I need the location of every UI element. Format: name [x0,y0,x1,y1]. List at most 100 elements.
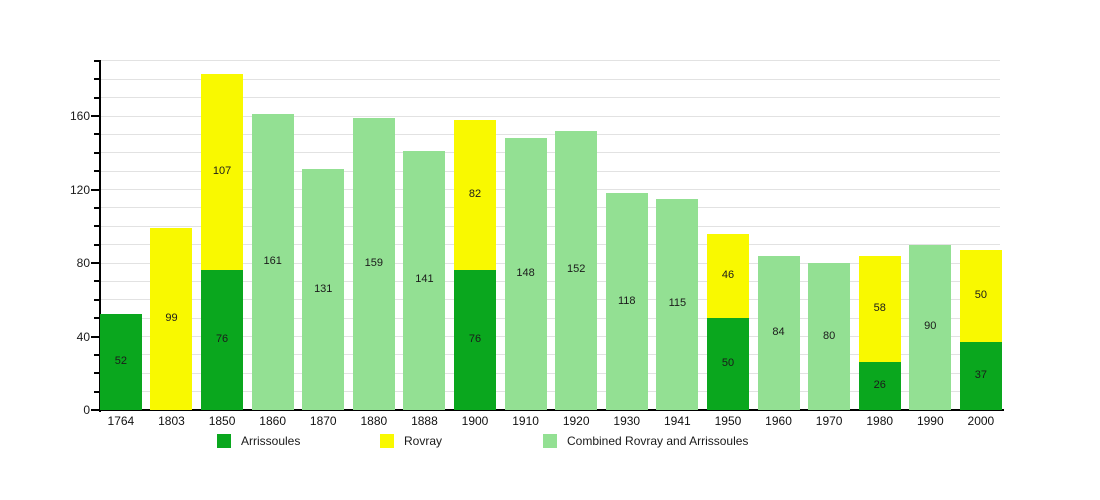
bar-value-label: 90 [924,320,937,333]
x-axis-label-1930: 1930 [613,414,641,428]
gridline [100,189,1000,190]
bar-segment-rovray-1980: 58 [858,255,901,363]
bar-value-label: 46 [721,268,735,281]
bar-segment-combined-1960: 84 [757,255,800,410]
x-axis-label-1950: 1950 [714,414,742,428]
bar-value-label: 115 [668,297,687,310]
y-axis-tick [94,280,99,283]
y-axis-tick-label: 80 [76,256,90,270]
y-axis-tick [94,317,99,320]
gridline [100,280,1000,282]
legend-swatch-arrissoules [217,434,231,448]
gridline [100,207,1000,209]
gridline [100,262,1000,264]
y-axis-tick-label: 120 [69,182,90,197]
bar-value-label: 159 [364,256,383,269]
gridline [100,115,1000,117]
gridline [100,244,1000,246]
bar-segment-rovray-1850: 107 [201,73,244,271]
bar-value-label: 82 [468,188,482,200]
legend-label: Rovray [404,434,443,448]
x-axis-line [98,409,1004,411]
bar-segment-combined-1888: 141 [403,150,446,410]
y-axis-tick [94,133,99,136]
x-axis-label-1803: 1803 [158,414,185,428]
y-axis-tick [94,243,99,246]
x-axis-label-1970: 1970 [815,414,843,428]
bar-segment-combined-1910: 148 [504,138,547,410]
bar-value-label: 107 [212,165,232,178]
bar-segment-combined-1860: 161 [251,114,294,410]
bar-segment-combined-1870: 131 [302,169,345,410]
bar-value-label: 148 [516,267,535,280]
gridline [100,354,1000,356]
gridline [100,391,1000,393]
y-axis-tick [94,151,99,154]
y-axis-tick [94,59,99,62]
legend-item-arrissoules: Arrissoules [217,434,537,448]
x-axis-label-1850: 1850 [208,414,236,428]
gridline [100,152,1000,154]
bar-segment-arrissoules-1950: 50 [706,318,749,410]
bar-segment-rovray-2000: 50 [959,250,1002,342]
y-axis-tick [91,262,99,264]
legend-label: Arrissoules [241,434,301,448]
bar-value-label: 58 [873,301,886,314]
gridline [100,317,1000,319]
x-axis-label-2000: 2000 [967,414,995,428]
y-axis-tick [91,188,99,191]
bar-value-label: 118 [617,294,636,307]
bar-segment-arrissoules-1980: 26 [858,362,901,410]
legend-item-rovray: Rovray [380,434,700,448]
bar-value-label: 141 [415,273,434,286]
gridline [100,133,1000,135]
gridline [100,97,1000,99]
x-axis-label-1990: 1990 [916,414,944,428]
y-axis-tick [94,372,99,375]
x-axis-label-1960: 1960 [765,414,792,428]
y-axis-line [99,60,101,412]
gridline [100,78,1000,80]
y-axis-tick [94,298,99,301]
legend-label: Combined Rovray and Arrissoules [567,434,749,448]
x-axis-label-1941: 1941 [664,414,691,428]
bar-segment-combined-1920: 152 [555,130,598,410]
bar-segment-arrissoules-2000: 37 [959,342,1002,410]
bar-value-label: 76 [468,333,482,346]
bar-segment-rovray-1803: 99 [150,228,193,410]
bar-value-label: 80 [823,329,836,342]
x-axis-label-1888: 1888 [411,414,438,428]
gridline [100,225,1000,227]
y-axis-tick [94,206,99,209]
bar-segment-combined-1930: 118 [605,193,648,410]
y-axis-tick-label: 160 [69,109,90,123]
bar-value-label: 131 [314,282,333,295]
y-axis-tick [94,170,99,173]
y-axis-tick-label: 40 [76,329,90,344]
legend-item-combined: Combined Rovray and Arrissoules [543,434,863,448]
bar-segment-rovray-1900: 82 [454,119,497,271]
gridline [100,336,1000,337]
legend-swatch-combined [543,434,557,448]
bar-segment-combined-1970: 80 [808,263,851,410]
bar-segment-arrissoules-1850: 76 [201,270,244,410]
y-axis-tick [94,78,99,81]
legend-swatch-rovray [380,434,394,448]
bar-value-label: 152 [567,263,586,276]
x-axis-label-1920: 1920 [562,414,590,428]
bar-segment-arrissoules-1900: 76 [454,270,497,410]
x-axis-label-1980: 1980 [866,414,894,428]
bar-segment-combined-1941: 115 [656,198,699,410]
bar-value-label: 84 [772,325,785,338]
bar-segment-combined-1990: 90 [909,244,952,410]
y-axis-tick [94,225,99,228]
bar-value-label: 50 [974,289,988,302]
bar-value-label: 37 [974,368,988,381]
x-axis-label-1860: 1860 [259,414,286,428]
bar-value-label: 76 [215,333,229,346]
bar-value-label: 50 [721,357,735,370]
gridline [100,60,1000,62]
y-axis-tick-label: 0 [83,403,90,417]
gridline [100,170,1000,172]
